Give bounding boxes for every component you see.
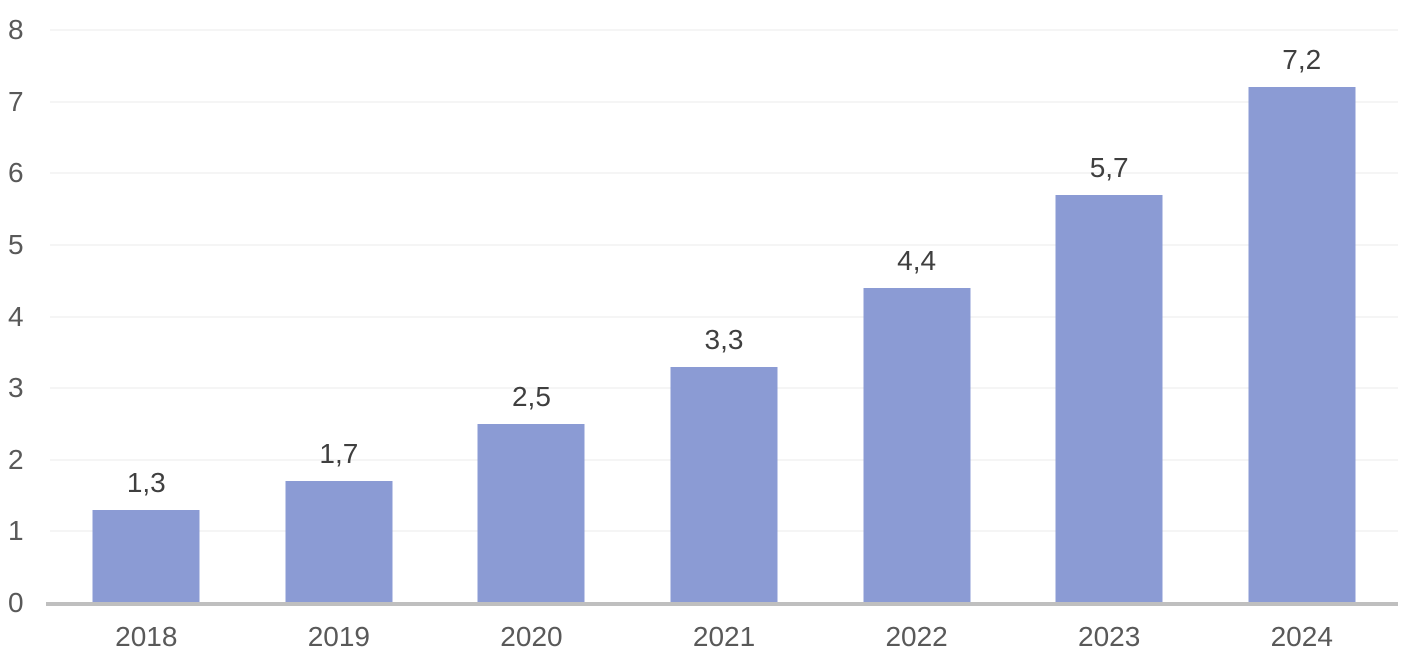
bar-value-label: 7,2 xyxy=(1282,44,1322,76)
x-axis-line xyxy=(46,602,1398,606)
y-axis: 8 7 6 5 4 3 2 1 0 xyxy=(8,16,44,617)
bar-value-label: 2,5 xyxy=(511,380,551,412)
y-tick-label: 0 xyxy=(8,587,24,618)
x-tick-label-2020: 2020 xyxy=(500,621,563,652)
gridline xyxy=(50,315,1398,318)
bar-slot-2018: 1,3 xyxy=(50,30,243,603)
bar xyxy=(670,366,778,603)
gridline xyxy=(50,100,1398,103)
bar-value-label: 1,3 xyxy=(126,466,166,498)
bar-series: 1,3 1,7 2,5 3,3 4,4 5,7 xyxy=(50,30,1398,603)
bar-value-label: 5,7 xyxy=(1089,151,1129,183)
x-tick-label-2018: 2018 xyxy=(115,621,178,652)
gridline xyxy=(50,29,1398,31)
bar xyxy=(92,509,200,603)
bar-slot-2022: 4,4 xyxy=(820,30,1013,603)
x-tick-label-2022: 2022 xyxy=(885,621,948,652)
bar xyxy=(1248,87,1356,603)
bar xyxy=(1055,194,1163,603)
bar-slot-2021: 3,3 xyxy=(628,30,821,603)
bar-value-label: 1,7 xyxy=(319,438,359,470)
y-tick-label: 1 xyxy=(8,515,24,547)
y-tick-label: 5 xyxy=(8,228,24,260)
y-tick-label: 6 xyxy=(8,157,24,189)
bar-value-label: 4,4 xyxy=(897,244,937,276)
bar xyxy=(477,423,585,603)
x-tick-label-2024: 2024 xyxy=(1270,621,1333,652)
bar xyxy=(285,481,393,603)
x-tick-label-2021: 2021 xyxy=(692,621,756,652)
bar-slot-2019: 1,7 xyxy=(243,30,436,603)
x-tick-label-2019: 2019 xyxy=(307,621,371,652)
bar-slot-2024: 7,2 xyxy=(1205,30,1398,603)
y-tick-label: 3 xyxy=(8,372,24,404)
gridline xyxy=(50,243,1398,246)
x-tick-label-2023: 2023 xyxy=(1078,621,1141,652)
y-tick-label: 8 xyxy=(8,14,24,45)
gridline xyxy=(50,172,1398,175)
bar-value-label: 3,3 xyxy=(704,323,744,355)
x-axis: 2018 2019 2020 2021 2022 2023 2024 xyxy=(50,620,1398,654)
y-tick-label: 2 xyxy=(8,443,24,475)
y-tick-label: 7 xyxy=(8,85,24,117)
plot-area: 1,3 1,7 2,5 3,3 4,4 5,7 xyxy=(46,29,1398,606)
bar-slot-2020: 2,5 xyxy=(435,30,628,603)
bar xyxy=(863,287,971,603)
bar-slot-2023: 5,7 xyxy=(1013,30,1206,603)
y-tick-label: 4 xyxy=(8,300,24,332)
